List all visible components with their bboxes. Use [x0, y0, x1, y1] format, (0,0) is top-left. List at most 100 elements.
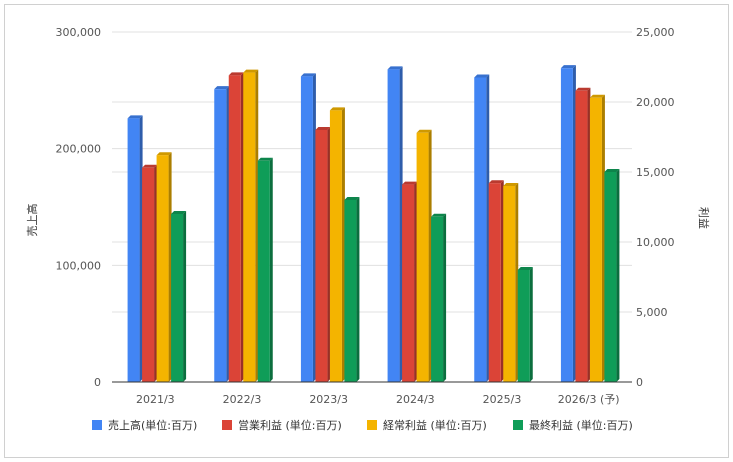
- bar-side: [154, 164, 158, 382]
- x-tick-label: 2021/3: [136, 393, 175, 406]
- x-tick-label: 2026/3 (予): [558, 393, 620, 406]
- bar-side: [486, 74, 490, 382]
- bar-top: [517, 267, 533, 270]
- bar-side: [139, 115, 143, 382]
- bar-top: [604, 169, 620, 172]
- bar: [604, 172, 617, 382]
- bar-side: [356, 197, 360, 382]
- legend-swatch: [513, 420, 523, 430]
- bar-side: [269, 157, 273, 382]
- legend-swatch: [92, 420, 102, 430]
- y-tick-label: 200,000: [56, 143, 102, 156]
- bar-side: [168, 152, 172, 382]
- bar-top: [156, 152, 172, 156]
- bar: [243, 72, 256, 382]
- bar-side: [255, 69, 259, 382]
- legend-swatch: [222, 420, 232, 430]
- bar-top: [300, 73, 316, 77]
- bar-top: [503, 183, 519, 186]
- bar-top: [315, 127, 331, 130]
- bar: [214, 89, 227, 383]
- bar-side: [572, 65, 576, 383]
- bar-top: [214, 86, 230, 90]
- legend-label: 売上高(単位:百万): [108, 418, 197, 432]
- bar-side: [428, 129, 432, 382]
- bar: [315, 130, 328, 382]
- bar: [171, 214, 184, 382]
- bar-side: [414, 181, 418, 382]
- y2-tick-label: 0: [636, 376, 643, 389]
- y2-axis-label: 利益: [697, 207, 711, 229]
- bar-top: [560, 65, 576, 69]
- bar: [156, 155, 169, 382]
- bar: [142, 167, 155, 382]
- bar-side: [341, 107, 345, 383]
- bar: [416, 132, 429, 382]
- bar-side: [399, 66, 403, 382]
- bar-top: [589, 94, 605, 98]
- bar: [300, 76, 313, 382]
- legend-label: 最終利益 (単位:百万): [529, 418, 633, 432]
- bar: [589, 97, 602, 383]
- bar: [488, 183, 501, 382]
- bar: [387, 69, 400, 382]
- bar-top: [142, 164, 158, 168]
- bar-side: [529, 267, 533, 382]
- legend-label: 営業利益 (単位:百万): [238, 418, 342, 432]
- bar-top: [387, 66, 403, 70]
- bar-top: [127, 115, 143, 119]
- y-tick-label: 300,000: [56, 26, 102, 39]
- bar-side: [312, 73, 316, 382]
- bar: [127, 118, 140, 382]
- bar-top: [431, 213, 447, 217]
- gridlines: [112, 31, 632, 313]
- bar-side: [587, 87, 591, 383]
- y2-tick-label: 10,000: [636, 236, 675, 249]
- x-tick-label: 2022/3: [223, 393, 262, 406]
- y2-tick-label: 20,000: [636, 96, 675, 109]
- x-tick-label: 2024/3: [396, 393, 435, 406]
- bar-top: [344, 197, 360, 200]
- bar-top: [257, 157, 273, 161]
- legend-label: 経常利益 (単位:百万): [383, 418, 487, 432]
- bars: [127, 65, 620, 383]
- bar-side: [500, 180, 504, 382]
- bar-side: [443, 213, 447, 382]
- bar: [474, 77, 487, 382]
- y-axis-label: 売上高: [25, 204, 39, 237]
- bar-top: [329, 107, 345, 111]
- bar-side: [183, 211, 187, 382]
- bar-side: [601, 94, 605, 383]
- axes: 0 5,000 10,000 15,000 20,000 25,000 0 100,000 20…: [56, 26, 675, 406]
- x-tick-label: 2025/3: [483, 393, 522, 406]
- bar-side: [240, 72, 244, 383]
- bar-top: [228, 72, 244, 76]
- bar-side: [226, 86, 230, 383]
- y2-tick-label: 25,000: [636, 26, 675, 39]
- bar: [329, 110, 342, 383]
- bar: [517, 270, 530, 382]
- bar-top: [171, 211, 187, 214]
- bar-top: [474, 74, 490, 78]
- bar-side: [616, 169, 620, 382]
- bar-top: [416, 129, 432, 133]
- y2-tick-label: 15,000: [636, 166, 675, 179]
- bar: [228, 75, 241, 383]
- bar-side: [515, 183, 519, 382]
- legend-swatch: [367, 420, 377, 430]
- bar-top: [402, 181, 418, 185]
- bar: [575, 90, 588, 383]
- bar: [344, 200, 357, 382]
- x-tick-label: 2023/3: [309, 393, 348, 406]
- bar: [560, 68, 573, 383]
- y-tick-label: 100,000: [56, 259, 102, 272]
- bar: [402, 184, 415, 382]
- bar: [257, 160, 270, 382]
- y2-tick-label: 5,000: [636, 306, 668, 319]
- legend: 売上高(単位:百万) 営業利益 (単位:百万) 経常利益 (単位:百万) 最終利益 (…: [92, 418, 633, 432]
- bar-side: [327, 127, 331, 382]
- bar-top: [575, 87, 591, 91]
- y-tick-label: 0: [94, 376, 101, 389]
- bar-top: [488, 180, 504, 184]
